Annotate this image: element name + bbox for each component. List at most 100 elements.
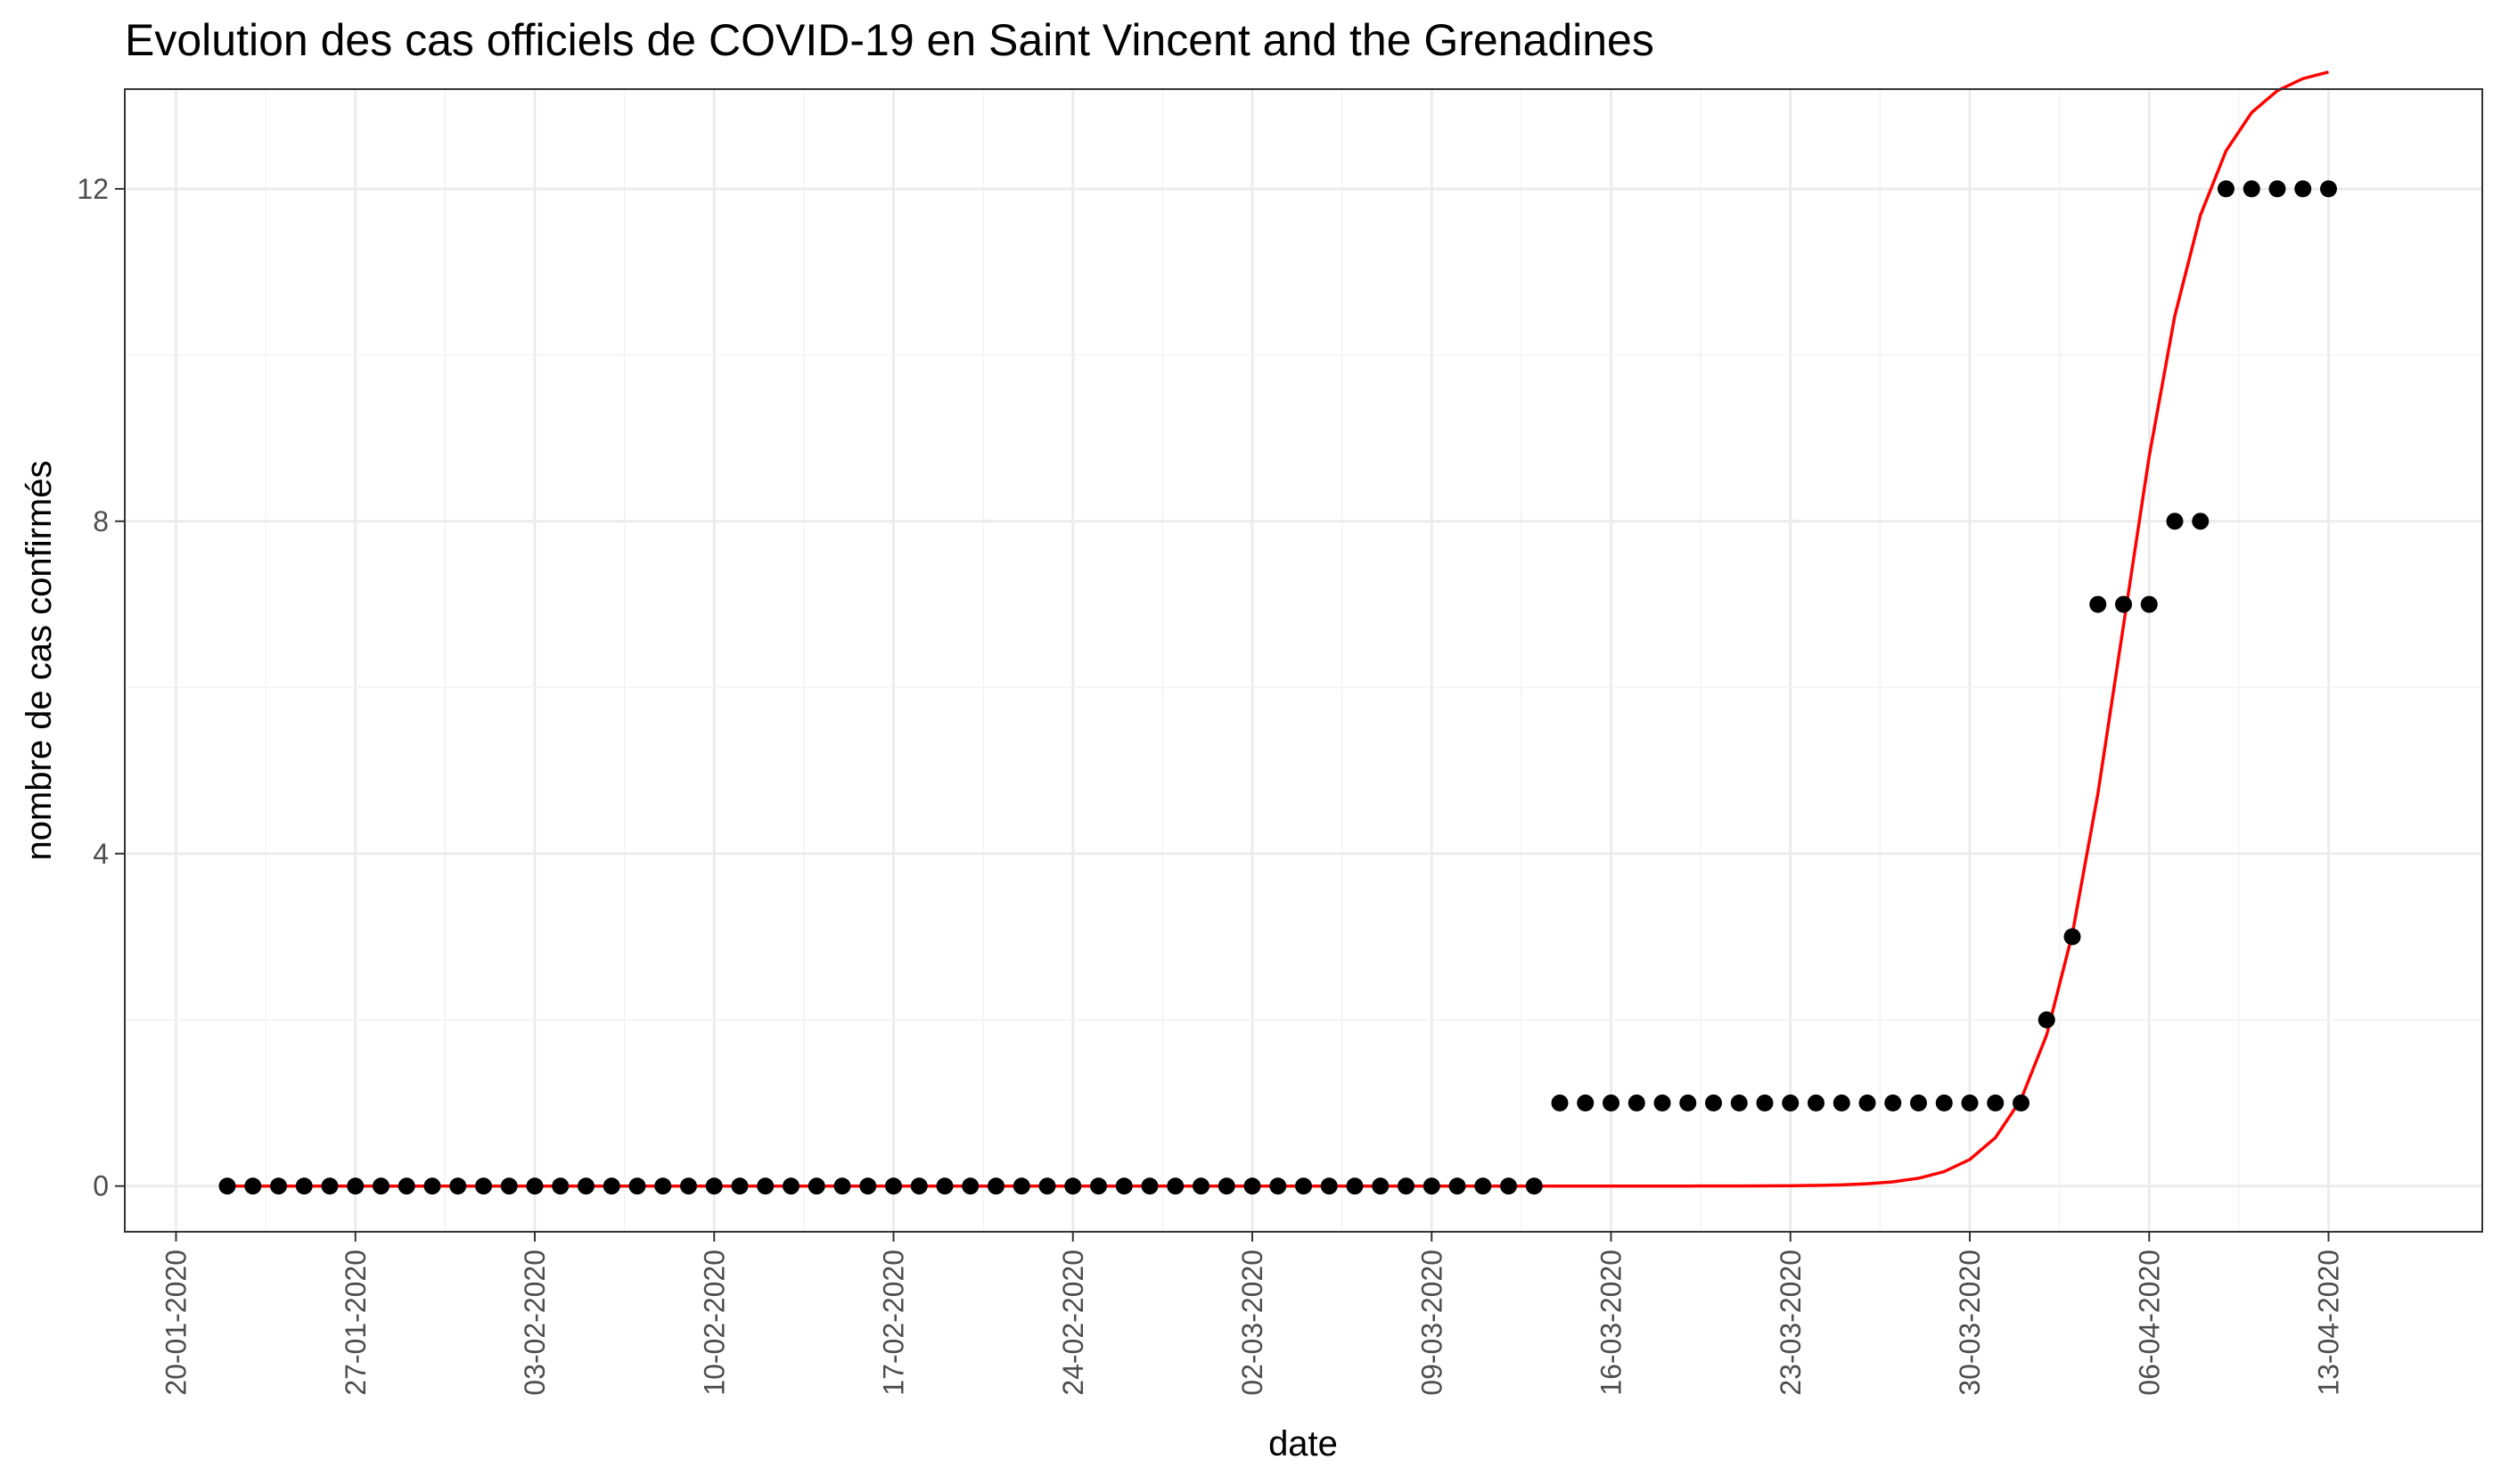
y-tick-label: 4 (93, 838, 109, 870)
data-point (1141, 1177, 1159, 1195)
data-point (2063, 928, 2081, 946)
data-point (1577, 1094, 1595, 1111)
data-point (1603, 1094, 1620, 1111)
data-point (705, 1177, 723, 1195)
data-point (1730, 1094, 1748, 1111)
x-tick-label: 06-04-2020 (2133, 1250, 2165, 1396)
data-point (1269, 1177, 1287, 1195)
data-point (1961, 1094, 1979, 1111)
data-point (833, 1177, 851, 1195)
data-point (603, 1177, 620, 1195)
data-point (757, 1177, 775, 1195)
data-point (2166, 512, 2184, 530)
data-point (1243, 1177, 1261, 1195)
data-point (526, 1177, 544, 1195)
data-point (1398, 1177, 1414, 1195)
data-point (2089, 595, 2107, 613)
data-point (2115, 595, 2132, 613)
data-point (1679, 1094, 1697, 1111)
data-point (988, 1177, 1004, 1195)
data-point (1167, 1177, 1185, 1195)
y-axis-title: nombre de cas confirmés (20, 460, 59, 860)
x-tick-label: 13-04-2020 (2313, 1250, 2345, 1396)
data-point (628, 1177, 646, 1195)
data-point (1525, 1177, 1543, 1195)
x-tick-label: 27-01-2020 (340, 1250, 372, 1396)
data-point (783, 1177, 800, 1195)
data-points-layer (218, 180, 2337, 1195)
plot-background (125, 89, 2482, 1232)
x-tick-label: 03-02-2020 (519, 1250, 551, 1396)
data-point (2140, 595, 2158, 613)
x-tick-label: 02-03-2020 (1236, 1250, 1268, 1396)
x-tick-label: 16-03-2020 (1595, 1250, 1628, 1396)
data-point (1193, 1177, 1210, 1195)
x-tick-label: 17-02-2020 (878, 1250, 910, 1396)
data-point (1782, 1094, 1800, 1111)
data-point (1423, 1177, 1440, 1195)
data-point (2268, 180, 2286, 198)
data-point (1833, 1094, 1850, 1111)
data-point (1705, 1094, 1722, 1111)
data-point (1935, 1094, 1953, 1111)
data-point (808, 1177, 825, 1195)
data-point (654, 1177, 672, 1195)
data-point (680, 1177, 697, 1195)
data-point (2294, 180, 2312, 198)
data-point (347, 1177, 365, 1195)
x-tick-label: 24-02-2020 (1057, 1250, 1089, 1396)
data-point (1884, 1094, 1902, 1111)
data-point (1218, 1177, 1235, 1195)
y-axis: 0 4 8 12 (77, 173, 125, 1202)
data-point (731, 1177, 749, 1195)
data-point (244, 1177, 262, 1195)
data-point (1858, 1094, 1876, 1111)
data-point (1372, 1177, 1390, 1195)
data-point (1628, 1094, 1645, 1111)
x-tick-label: 20-01-2020 (160, 1250, 193, 1396)
data-point (1987, 1094, 2005, 1111)
data-point (1500, 1177, 1517, 1195)
data-point (2038, 1011, 2055, 1029)
data-point (398, 1177, 415, 1195)
data-point (270, 1177, 287, 1195)
data-point (859, 1177, 877, 1195)
data-point (500, 1177, 518, 1195)
data-point (1756, 1094, 1774, 1111)
data-point (1551, 1094, 1569, 1111)
data-point (1038, 1177, 1056, 1195)
data-point (2243, 180, 2260, 198)
data-point (1320, 1177, 1338, 1195)
data-point (2013, 1094, 2030, 1111)
data-point (373, 1177, 390, 1195)
data-point (1295, 1177, 1312, 1195)
data-point (321, 1177, 339, 1195)
x-axis-title: date (1268, 1424, 1338, 1464)
data-point (423, 1177, 441, 1195)
data-point (2192, 512, 2210, 530)
chart-title: Evolution des cas officiels de COVID-19 … (125, 15, 1654, 65)
x-tick-label: 10-02-2020 (698, 1250, 730, 1396)
plot-grid (125, 89, 2482, 1232)
data-point (1808, 1094, 1824, 1111)
data-point (2320, 180, 2337, 198)
y-tick-label: 0 (93, 1170, 109, 1202)
x-tick-label: 23-03-2020 (1775, 1250, 1807, 1396)
data-point (1448, 1177, 1466, 1195)
data-point (1910, 1094, 1927, 1111)
data-point (218, 1177, 236, 1195)
data-point (552, 1177, 570, 1195)
data-point (449, 1177, 467, 1195)
data-point (1474, 1177, 1492, 1195)
data-point (578, 1177, 594, 1195)
data-point (1090, 1177, 1107, 1195)
plot-panel-border (124, 88, 2483, 1233)
data-point (1115, 1177, 1133, 1195)
x-tick-label: 30-03-2020 (1954, 1250, 1986, 1396)
data-point (885, 1177, 902, 1195)
x-axis: 20-01-2020 27-01-2020 03-02-2020 10-02-2020… (160, 1232, 2345, 1396)
data-point (1064, 1177, 1082, 1195)
data-point (1653, 1094, 1671, 1111)
data-point (1013, 1177, 1030, 1195)
x-tick-label: 09-03-2020 (1415, 1250, 1447, 1396)
